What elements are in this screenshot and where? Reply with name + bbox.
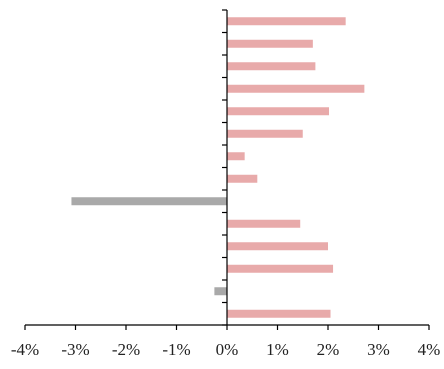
x-tick-label-1: -3% [61,340,89,359]
bar-9 [71,197,228,206]
x-tick-label-5: 1% [266,340,289,359]
bar-6 [227,129,303,138]
x-tick-label-7: 3% [367,340,390,359]
bar-10 [227,219,301,228]
axes-layer [24,9,430,330]
bar-4 [227,84,365,93]
bar-1 [227,17,346,26]
x-tick-label-3: -1% [162,340,190,359]
bar-3 [227,62,316,71]
tick-labels-layer: -4% -3% -2% -1% 0% 1% 2% 3% 4% [11,340,441,359]
bar-5 [227,107,330,116]
x-tick-label-2: -2% [112,340,140,359]
bar-13 [214,287,228,296]
bar-12 [227,264,334,273]
bar-11 [227,242,328,251]
bars-layer [71,17,365,318]
x-tick-label-8: 4% [418,340,441,359]
x-tick-label-0: -4% [11,340,39,359]
bar-14 [227,309,331,318]
x-tick-label-6: 2% [317,340,340,359]
bar-8 [227,174,258,183]
bar-7 [227,152,245,161]
x-tick-label-4: 0% [216,340,239,359]
bar-2 [227,39,313,48]
